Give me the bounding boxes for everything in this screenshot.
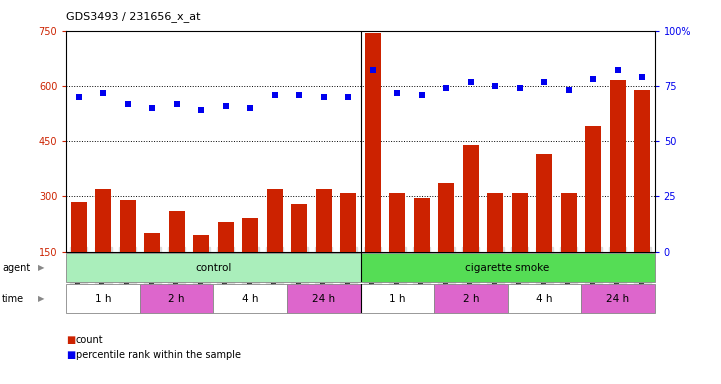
Text: 1 h: 1 h [95,293,111,304]
Text: cigarette smoke: cigarette smoke [466,263,549,273]
Point [441,85,452,91]
Bar [340,193,356,252]
Bar [585,126,601,252]
Bar [66,253,360,282]
Point [293,92,305,98]
Text: control: control [195,263,231,273]
Point [97,89,109,96]
Bar [463,145,479,252]
Text: GDS3493 / 231656_x_at: GDS3493 / 231656_x_at [66,12,201,22]
Text: ▶: ▶ [37,263,44,272]
Bar [218,222,234,252]
Bar [242,218,258,252]
Point [73,94,84,100]
Point [539,78,550,84]
Bar [512,193,528,252]
Point [220,103,231,109]
Text: count: count [76,335,103,345]
Bar [581,284,655,313]
Bar [508,284,581,313]
Point [318,94,329,100]
Bar [140,284,213,313]
Point [490,83,501,89]
Bar [561,193,577,252]
Text: agent: agent [2,263,30,273]
Bar [536,154,552,252]
Point [146,105,158,111]
Bar [360,284,434,313]
Text: ▶: ▶ [37,294,44,303]
Bar [316,189,332,252]
Bar [365,33,381,252]
Text: ■: ■ [66,335,76,345]
Text: percentile rank within the sample: percentile rank within the sample [76,350,241,360]
Bar [71,202,87,252]
Bar [213,284,287,313]
Point [465,78,477,84]
Point [367,68,379,74]
Text: 1 h: 1 h [389,293,405,304]
Point [171,101,182,107]
Text: 2 h: 2 h [463,293,479,304]
Text: 4 h: 4 h [536,293,552,304]
Point [416,92,428,98]
Bar [360,253,655,282]
Point [563,87,575,93]
Bar [66,284,140,313]
Text: 24 h: 24 h [312,293,335,304]
Point [588,76,599,83]
Bar [144,233,160,252]
Bar [634,89,650,252]
Bar [438,184,454,252]
Bar [267,189,283,252]
Bar [287,284,360,313]
Text: 24 h: 24 h [606,293,629,304]
Point [244,105,256,111]
Point [514,85,526,91]
Point [269,92,280,98]
Bar [291,204,307,252]
Text: time: time [2,293,25,304]
Bar [389,193,405,252]
Point [612,68,624,74]
Point [392,89,403,96]
Bar [120,200,136,252]
Bar [169,211,185,252]
Text: 4 h: 4 h [242,293,258,304]
Bar [414,198,430,252]
Bar [95,189,111,252]
Bar [193,235,209,252]
Bar [610,80,626,252]
Point [342,94,354,100]
Bar [434,284,508,313]
Point [195,107,207,113]
Text: ■: ■ [66,350,76,360]
Bar [487,193,503,252]
Point [637,74,648,80]
Text: 2 h: 2 h [169,293,185,304]
Point [122,101,133,107]
